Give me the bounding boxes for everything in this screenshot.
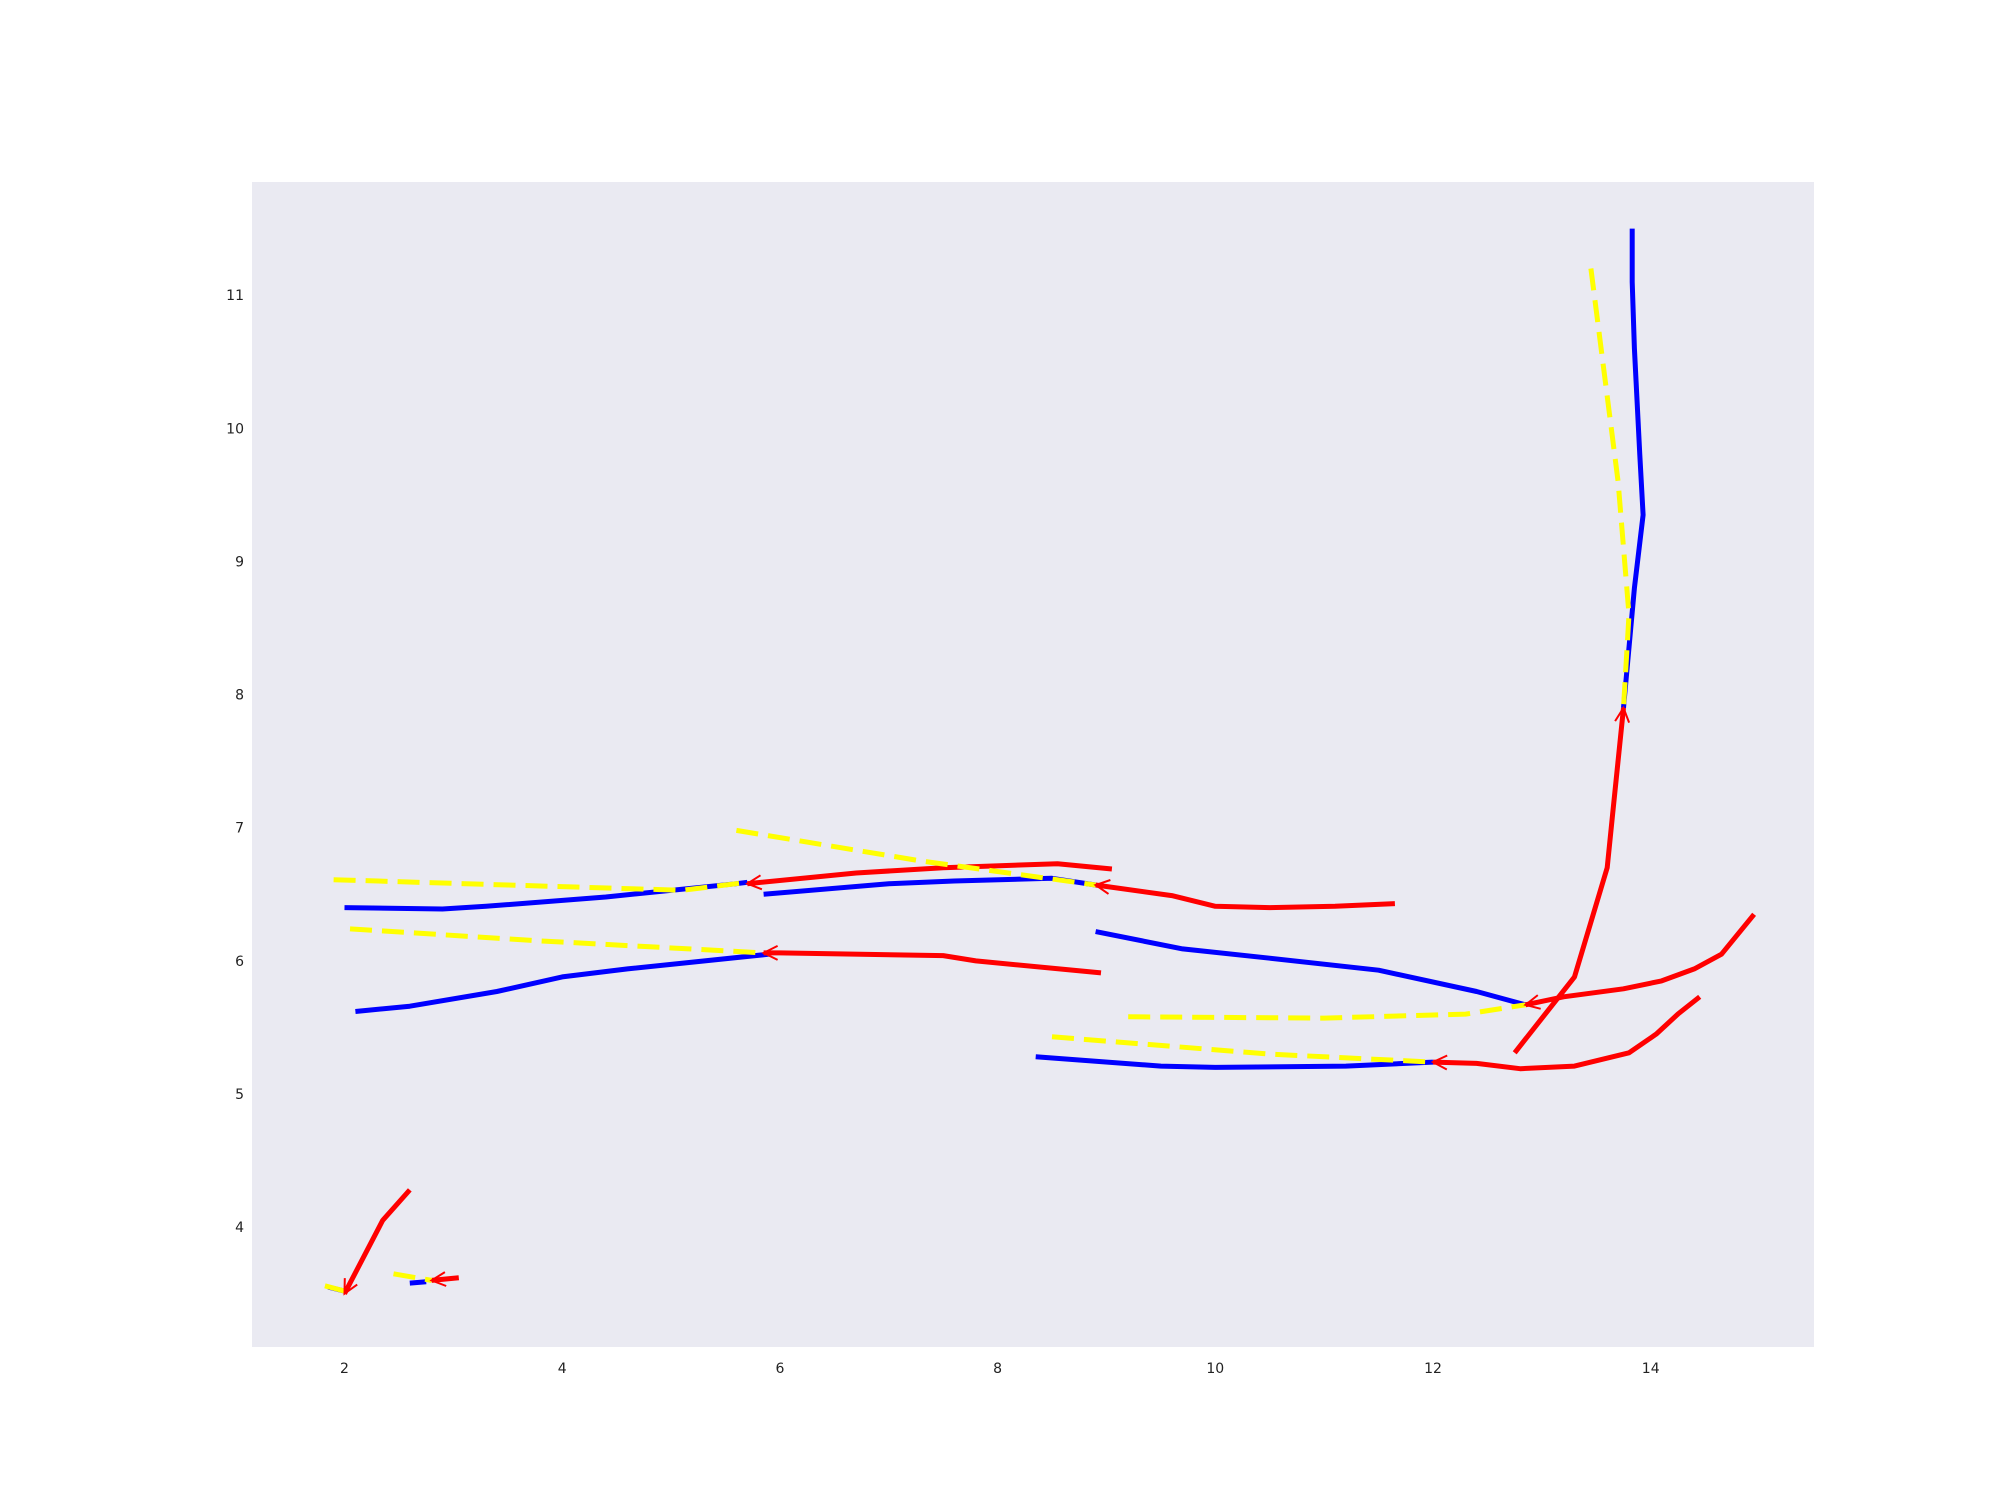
y-tick-label: 6 — [235, 954, 244, 970]
arrowhead-12 — [1430, 1054, 1448, 1071]
arrow-layer — [343, 705, 1631, 1296]
x-axis-ticks: 2 4 6 8 10 12 14 — [340, 1361, 1660, 1377]
arrowhead-13 — [1614, 705, 1631, 723]
x-tick-label: 2 — [340, 1361, 349, 1377]
red-solid-line-14 — [342, 1188, 412, 1295]
series-layer — [324, 228, 1757, 1295]
x-tick-label: 14 — [1642, 1361, 1660, 1377]
y-tick-label: 4 — [235, 1220, 244, 1236]
arrowhead-10 — [761, 945, 779, 961]
yellow-dashed-line-20 — [1051, 1034, 1434, 1065]
y-tick-label: 10 — [226, 421, 244, 437]
plot-area — [252, 182, 1814, 1347]
yellow-dashed-line-16 — [333, 877, 748, 893]
red-solid-line-11 — [1524, 912, 1757, 1008]
red-solid-line-15 — [431, 1275, 460, 1283]
y-axis-ticks: 4 5 6 7 8 9 10 11 — [226, 288, 244, 1236]
y-tick-label: 5 — [235, 1087, 244, 1103]
blue-solid-line-3 — [1095, 929, 1527, 1008]
yellow-dashed-line-19 — [1128, 1002, 1526, 1021]
yellow-dashed-line-21 — [1588, 268, 1632, 709]
yellow-dashed-line-18 — [349, 926, 764, 956]
red-solid-line-8 — [747, 861, 1113, 887]
x-tick-label: 10 — [1206, 1361, 1224, 1377]
yellow-dashed-line-22 — [324, 1283, 346, 1294]
y-tick-label: 8 — [235, 688, 244, 704]
y-tick-label: 9 — [235, 555, 244, 571]
red-solid-line-9 — [1095, 882, 1396, 911]
arrowhead-15 — [429, 1271, 447, 1287]
red-solid-line-12 — [1432, 994, 1702, 1072]
blue-solid-line-2 — [355, 951, 770, 1014]
x-tick-label: 12 — [1424, 1361, 1442, 1377]
blue-solid-line-7 — [409, 1279, 427, 1286]
y-tick-label: 11 — [226, 288, 244, 304]
x-tick-label: 4 — [558, 1361, 567, 1377]
x-tick-label: 6 — [775, 1361, 784, 1377]
y-tick-label: 7 — [235, 821, 244, 837]
arrowhead-9 — [1093, 879, 1111, 895]
arrowhead-11 — [1523, 994, 1541, 1010]
blue-solid-line-5 — [1621, 228, 1646, 709]
red-solid-line-13 — [1512, 707, 1626, 1055]
blue-solid-line-4 — [1035, 1054, 1434, 1070]
red-solid-line-10 — [763, 950, 1102, 976]
x-tick-label: 8 — [993, 1361, 1002, 1377]
yellow-dashed-line-23 — [393, 1271, 433, 1283]
yellow-dashed-line-17 — [735, 827, 1096, 888]
arrowhead-8 — [745, 874, 763, 891]
arrowhead-14 — [343, 1278, 358, 1296]
